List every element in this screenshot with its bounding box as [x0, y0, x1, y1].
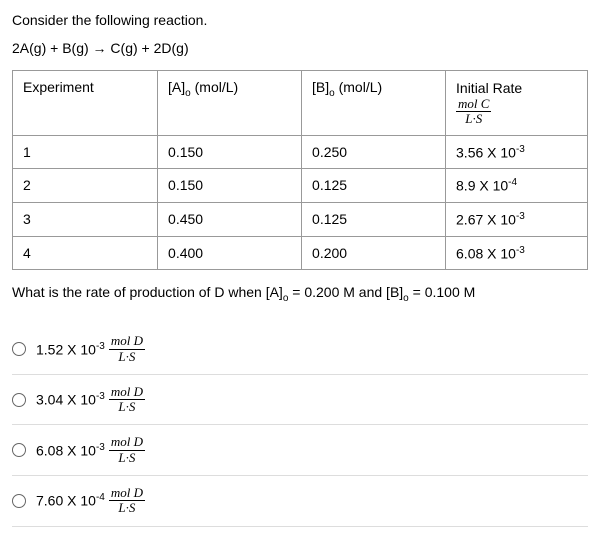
- radio-icon: [12, 342, 26, 356]
- option-4[interactable]: 7.60 X 10-4 mol D L·S: [12, 476, 588, 527]
- table-row: 1 0.150 0.250 3.56 X 10-3: [13, 135, 588, 169]
- radio-icon: [12, 494, 26, 508]
- header-b: [B]o (mol/L): [302, 71, 446, 136]
- header-experiment: Experiment: [13, 71, 158, 136]
- header-rate: Initial Rate mol C L·S: [446, 71, 588, 136]
- question-text: What is the rate of production of D when…: [12, 284, 588, 304]
- radio-icon: [12, 393, 26, 407]
- table-row: 2 0.150 0.125 8.9 X 10-4: [13, 169, 588, 203]
- reaction-equation: 2A(g) + B(g) → C(g) + 2D(g): [12, 40, 588, 56]
- option-label: 6.08 X 10-3 mol D L·S: [36, 435, 145, 465]
- option-1[interactable]: 1.52 X 10-3 mol D L·S: [12, 324, 588, 375]
- option-label: 1.52 X 10-3 mol D L·S: [36, 334, 145, 364]
- table-row: 4 0.400 0.200 6.08 X 10-3: [13, 236, 588, 270]
- option-2[interactable]: 3.04 X 10-3 mol D L·S: [12, 375, 588, 426]
- header-a: [A]o (mol/L): [158, 71, 302, 136]
- option-label: 7.60 X 10-4 mol D L·S: [36, 486, 145, 516]
- table-row: 3 0.450 0.125 2.67 X 10-3: [13, 203, 588, 237]
- radio-icon: [12, 443, 26, 457]
- option-label: 3.04 X 10-3 mol D L·S: [36, 385, 145, 415]
- option-3[interactable]: 6.08 X 10-3 mol D L·S: [12, 425, 588, 476]
- data-table: Experiment [A]o (mol/L) [B]o (mol/L) Ini…: [12, 70, 588, 270]
- intro-text: Consider the following reaction.: [12, 12, 588, 28]
- table-header-row: Experiment [A]o (mol/L) [B]o (mol/L) Ini…: [13, 71, 588, 136]
